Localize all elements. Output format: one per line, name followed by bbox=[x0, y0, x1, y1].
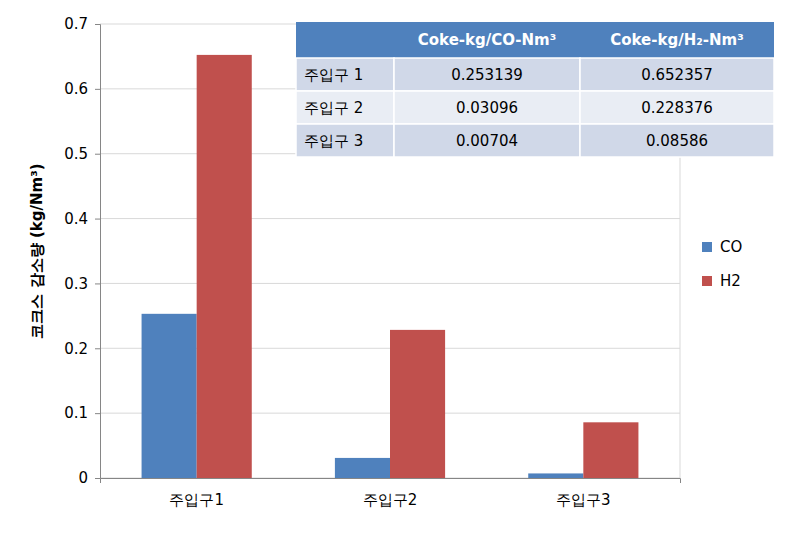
legend: CO H2 bbox=[702, 238, 742, 290]
y-tick-label: 0.2 bbox=[64, 340, 88, 358]
legend-label: CO bbox=[720, 238, 742, 256]
bar bbox=[390, 330, 445, 478]
y-axis-line bbox=[95, 25, 101, 479]
y-tick: 0.7 bbox=[64, 15, 100, 33]
table-value: 0.652357 bbox=[641, 66, 713, 84]
y-tick: 0 bbox=[78, 469, 100, 487]
y-tick-label: 0.1 bbox=[64, 404, 88, 422]
y-tick-mark bbox=[95, 283, 100, 284]
x-tick: 주입구1 bbox=[169, 478, 224, 509]
y-tick: 0.3 bbox=[64, 275, 100, 293]
y-tick-mark bbox=[95, 154, 100, 155]
chart: 0 0.1 0.2 0.3 0.4 0.5 0.6 0.7 주입구1 주입구2 주입구3 코크스 감소… bbox=[0, 0, 786, 535]
bar bbox=[197, 55, 252, 478]
y-tick-label: 0.7 bbox=[64, 15, 88, 33]
y-axis-title: 코크스 감소량 (kg/Nm³) bbox=[28, 163, 46, 338]
legend-item: H2 bbox=[702, 272, 741, 290]
y-tick-mark bbox=[95, 478, 100, 479]
y-tick-mark bbox=[95, 413, 100, 414]
table-cell bbox=[296, 91, 394, 124]
y-tick-mark bbox=[95, 348, 100, 349]
x-axis: 주입구1 주입구2 주입구3 bbox=[101, 478, 681, 509]
y-tick-mark bbox=[95, 219, 100, 220]
table-cell bbox=[394, 58, 580, 91]
x-axis-line bbox=[101, 479, 681, 484]
table-cell bbox=[296, 124, 394, 157]
y-tick: 0.1 bbox=[64, 404, 100, 422]
table-column-header: Coke-kg/CO-Nm³ bbox=[418, 31, 557, 49]
y-tick-label: 0.5 bbox=[64, 145, 88, 163]
table-column-header: Coke-kg/H₂-Nm³ bbox=[610, 31, 744, 49]
x-tick-label: 주입구2 bbox=[363, 491, 418, 509]
grid-line bbox=[100, 283, 680, 284]
table-value: 0.00704 bbox=[456, 132, 518, 150]
table-cell bbox=[580, 91, 774, 124]
y-tick-label: 0.3 bbox=[64, 275, 88, 293]
table-row-label: 주입구 3 bbox=[304, 132, 363, 150]
bars bbox=[142, 55, 639, 478]
legend-swatch bbox=[702, 242, 712, 252]
y-tick: 0.2 bbox=[64, 340, 100, 358]
bar bbox=[583, 422, 638, 478]
y-tick-mark bbox=[95, 24, 100, 25]
table-cell bbox=[580, 58, 774, 91]
bar bbox=[142, 314, 197, 478]
y-axis: 0 0.1 0.2 0.3 0.4 0.5 0.6 0.7 bbox=[64, 15, 100, 487]
legend-item: CO bbox=[702, 238, 742, 256]
table-value: 0.253139 bbox=[451, 66, 523, 84]
table: Coke-kg/CO-Nm³ Coke-kg/H₂-Nm³ 주입구 1 0.25313… bbox=[296, 22, 774, 157]
y-tick: 0.4 bbox=[64, 210, 100, 228]
y-tick-label: 0 bbox=[78, 469, 88, 487]
x-tick-label: 주입구1 bbox=[169, 491, 224, 509]
legend-label: H2 bbox=[720, 272, 741, 290]
x-tick-label: 주입구3 bbox=[556, 491, 611, 509]
table-value: 0.08586 bbox=[646, 132, 708, 150]
y-tick: 0.5 bbox=[64, 145, 100, 163]
grid-line bbox=[100, 218, 680, 219]
table-cell bbox=[394, 124, 580, 157]
y-tick-mark bbox=[95, 89, 100, 90]
table-value: 0.03096 bbox=[456, 99, 518, 117]
table-cell bbox=[296, 58, 394, 91]
table-row-label: 주입구 1 bbox=[304, 66, 363, 84]
legend-swatch bbox=[702, 276, 712, 286]
table-header bbox=[296, 22, 774, 58]
bar bbox=[528, 473, 583, 478]
table-cell bbox=[394, 91, 580, 124]
y-tick: 0.6 bbox=[64, 80, 100, 98]
y-tick-label: 0.6 bbox=[64, 80, 88, 98]
table-value: 0.228376 bbox=[641, 99, 713, 117]
table-row-label: 주입구 2 bbox=[304, 99, 363, 117]
y-tick-label: 0.4 bbox=[64, 210, 88, 228]
x-tick: 주입구2 bbox=[363, 478, 418, 509]
x-tick: 주입구3 bbox=[556, 478, 611, 509]
table-cell bbox=[580, 124, 774, 157]
bar bbox=[335, 458, 390, 478]
